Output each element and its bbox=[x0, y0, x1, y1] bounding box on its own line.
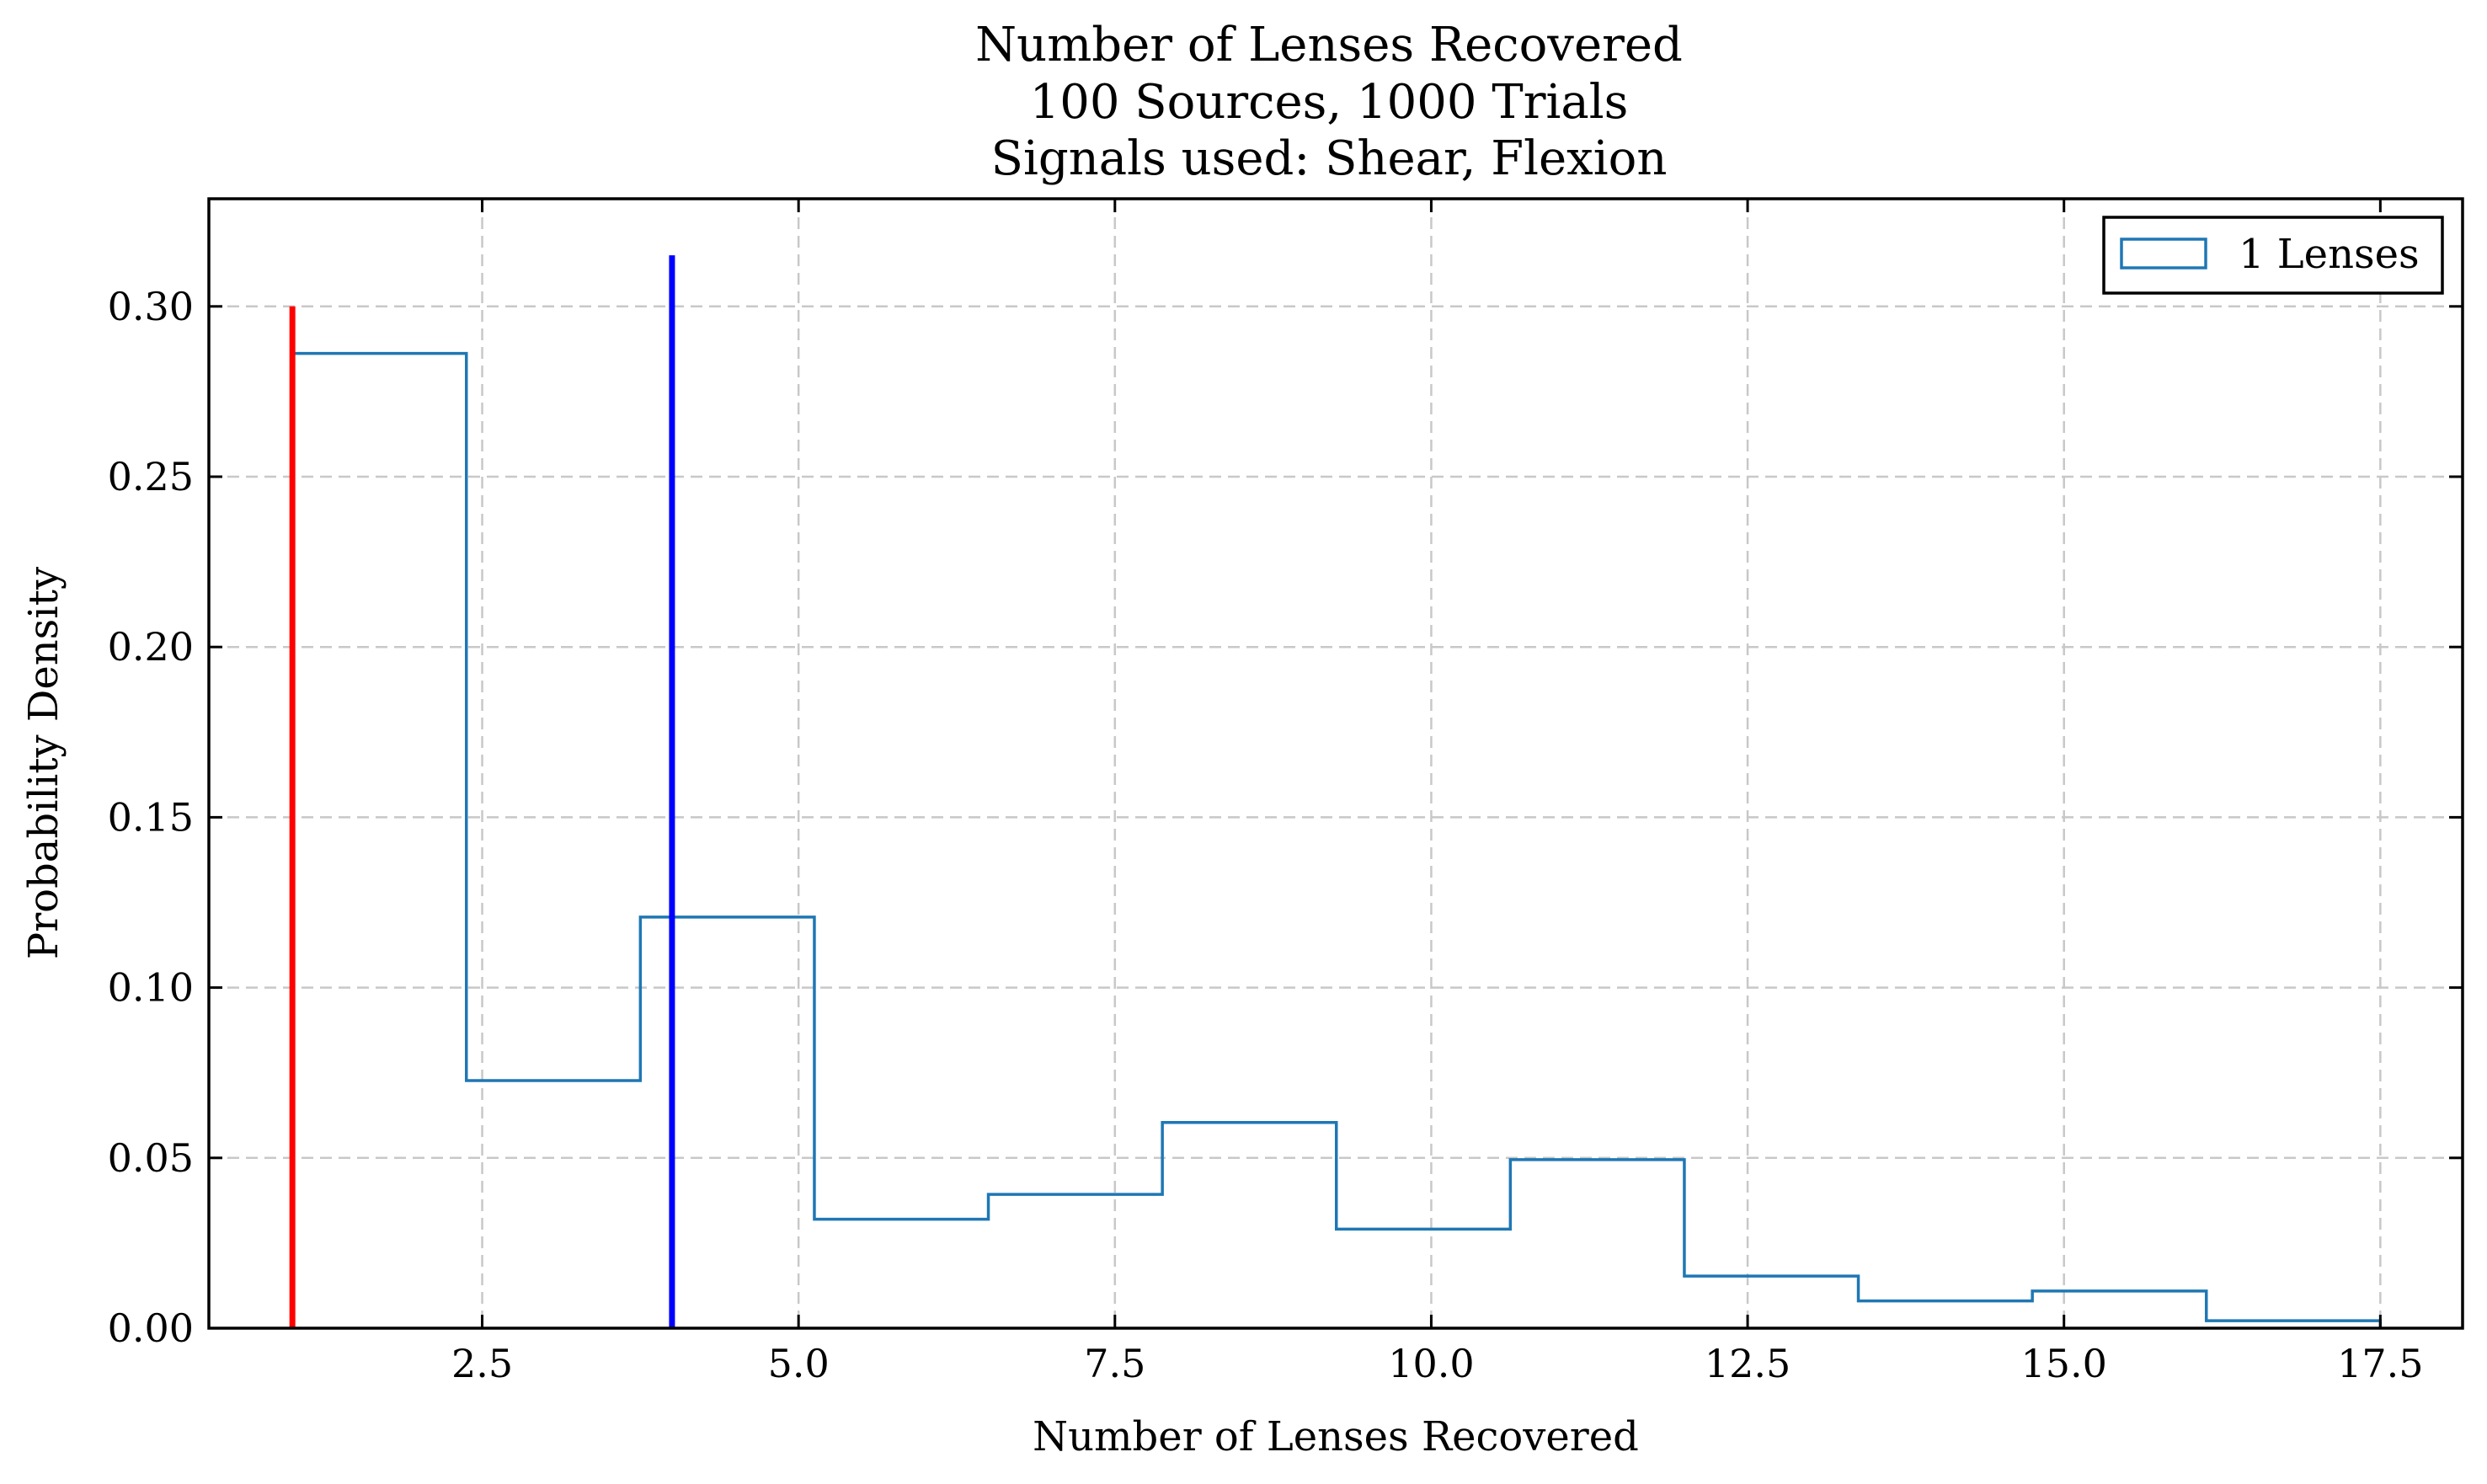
y-tick-label: 0.15 bbox=[108, 794, 194, 840]
histogram-bin bbox=[989, 1194, 1163, 1328]
chart-title-line-2: 100 Sources, 1000 Trials bbox=[1030, 75, 1629, 130]
chart-title: Number of Lenses Recovered 100 Sources, … bbox=[975, 18, 1683, 186]
chart-title-line-3: Signals used: Shear, Flexion bbox=[991, 131, 1668, 186]
y-tick-label: 0.00 bbox=[108, 1305, 194, 1351]
legend-box bbox=[2102, 216, 2444, 295]
series-layer bbox=[291, 351, 2383, 1328]
histogram-bin bbox=[1510, 1160, 1684, 1328]
x-tick-label: 12.5 bbox=[1705, 1341, 1791, 1386]
legend-label: 1 Lenses bbox=[2239, 231, 2420, 278]
histogram-bin bbox=[1162, 1123, 1337, 1328]
y-tick-label: 0.20 bbox=[108, 624, 194, 670]
histogram-step-line bbox=[291, 351, 2383, 1328]
x-tick-label: 10.0 bbox=[1388, 1341, 1474, 1386]
histogram-bin bbox=[1337, 1229, 1511, 1328]
histogram-bin bbox=[1684, 1276, 1859, 1328]
histogram-bin bbox=[467, 1081, 641, 1328]
y-tick-label: 0.05 bbox=[108, 1135, 194, 1181]
y-tick-label: 0.10 bbox=[108, 965, 194, 1011]
vertical-marker-lines bbox=[289, 255, 675, 1328]
histogram-bin bbox=[292, 354, 467, 1328]
x-tick-label: 2.5 bbox=[451, 1341, 513, 1386]
plot-frame bbox=[207, 197, 2464, 1330]
histogram-bin bbox=[640, 917, 814, 1328]
axis-ticks bbox=[209, 199, 2463, 1330]
histogram-bin bbox=[814, 1220, 989, 1328]
histogram-bin bbox=[1859, 1301, 2033, 1328]
histogram-bin bbox=[2032, 1291, 2207, 1328]
x-axis-label: Number of Lenses Recovered bbox=[1033, 1413, 1639, 1460]
x-tick-label: 15.0 bbox=[2020, 1341, 2106, 1386]
chart-title-line-1: Number of Lenses Recovered bbox=[975, 18, 1683, 72]
x-tick-labels: 2.5 5.0 7.5 10.0 12.5 15.0 17.5 bbox=[451, 1341, 2424, 1386]
x-tick-label: 5.0 bbox=[768, 1341, 830, 1386]
y-tick-labels: 0.00 0.05 0.10 0.15 0.20 0.25 0.30 bbox=[108, 284, 194, 1351]
legend-swatch bbox=[2120, 238, 2207, 270]
x-tick-label: 17.5 bbox=[2337, 1341, 2423, 1386]
gridlines bbox=[209, 199, 2463, 1328]
y-tick-label: 0.30 bbox=[108, 284, 194, 329]
y-axis-label: Probability Density bbox=[20, 567, 67, 959]
y-tick-label: 0.25 bbox=[108, 454, 194, 499]
legend: 1 Lenses bbox=[2102, 216, 2444, 295]
x-tick-label: 7.5 bbox=[1084, 1341, 1145, 1386]
